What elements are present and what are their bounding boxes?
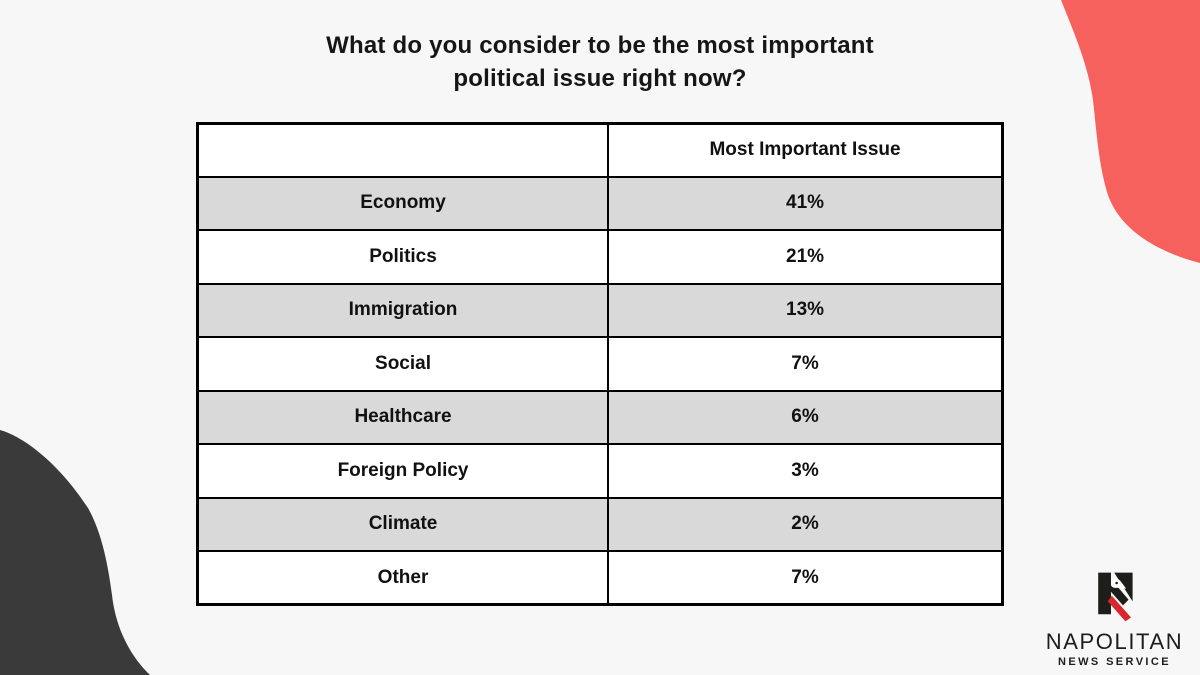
issue-label-cell: Politics [196, 229, 610, 285]
issue-value-cell: 41% [607, 175, 1004, 231]
table-row: Immigration 13% [196, 282, 1004, 338]
page-title: What do you consider to be the most impo… [0, 29, 1200, 95]
table-row: Social 7% [196, 336, 1004, 392]
issue-value-cell: 13% [607, 282, 1004, 338]
issue-value-cell: 7% [607, 550, 1004, 606]
issue-value-cell: 7% [607, 336, 1004, 392]
dark-corner-blob [0, 430, 150, 675]
issue-value-cell: 21% [607, 229, 1004, 285]
issue-label-cell: Climate [196, 496, 610, 552]
table-header-row: Most Important Issue [196, 122, 1004, 178]
table-row: Other 7% [196, 550, 1004, 606]
table-row: Healthcare 6% [196, 389, 1004, 445]
table-row: Foreign Policy 3% [196, 443, 1004, 499]
issue-value-cell: 3% [607, 443, 1004, 499]
table-row: Economy 41% [196, 175, 1004, 231]
issue-label-cell: Economy [196, 175, 610, 231]
brand-name: NAPOLITAN [1045, 629, 1184, 654]
issue-label-cell: Foreign Policy [196, 443, 610, 499]
poll-table-body: Economy 41% Politics 21% Immigration 13%… [196, 175, 1004, 606]
table-row: Politics 21% [196, 229, 1004, 285]
issue-label-cell: Social [196, 336, 610, 392]
issue-value-cell: 6% [607, 389, 1004, 445]
issue-value-cell: 2% [607, 496, 1004, 552]
table-row: Climate 2% [196, 496, 1004, 552]
napolitan-logo: NAPOLITAN NEWS SERVICE [1042, 572, 1187, 668]
dark-corner-blob-shape [0, 430, 150, 675]
napolitan-eagle-n-icon [1097, 572, 1133, 622]
header-most-important-issue: Most Important Issue [607, 122, 1004, 178]
page-title-line1: What do you consider to be the most impo… [326, 32, 874, 59]
brand-tagline: NEWS SERVICE [1058, 656, 1171, 668]
page-title-line2: political issue right now? [453, 65, 747, 92]
issue-label-cell: Healthcare [196, 389, 610, 445]
header-empty-cell [196, 122, 610, 178]
logo-red-stroke [1107, 595, 1131, 622]
issue-label-cell: Other [196, 550, 610, 606]
issue-label-cell: Immigration [196, 282, 610, 338]
poll-table: Most Important Issue Economy 41% Politic… [196, 122, 1004, 606]
